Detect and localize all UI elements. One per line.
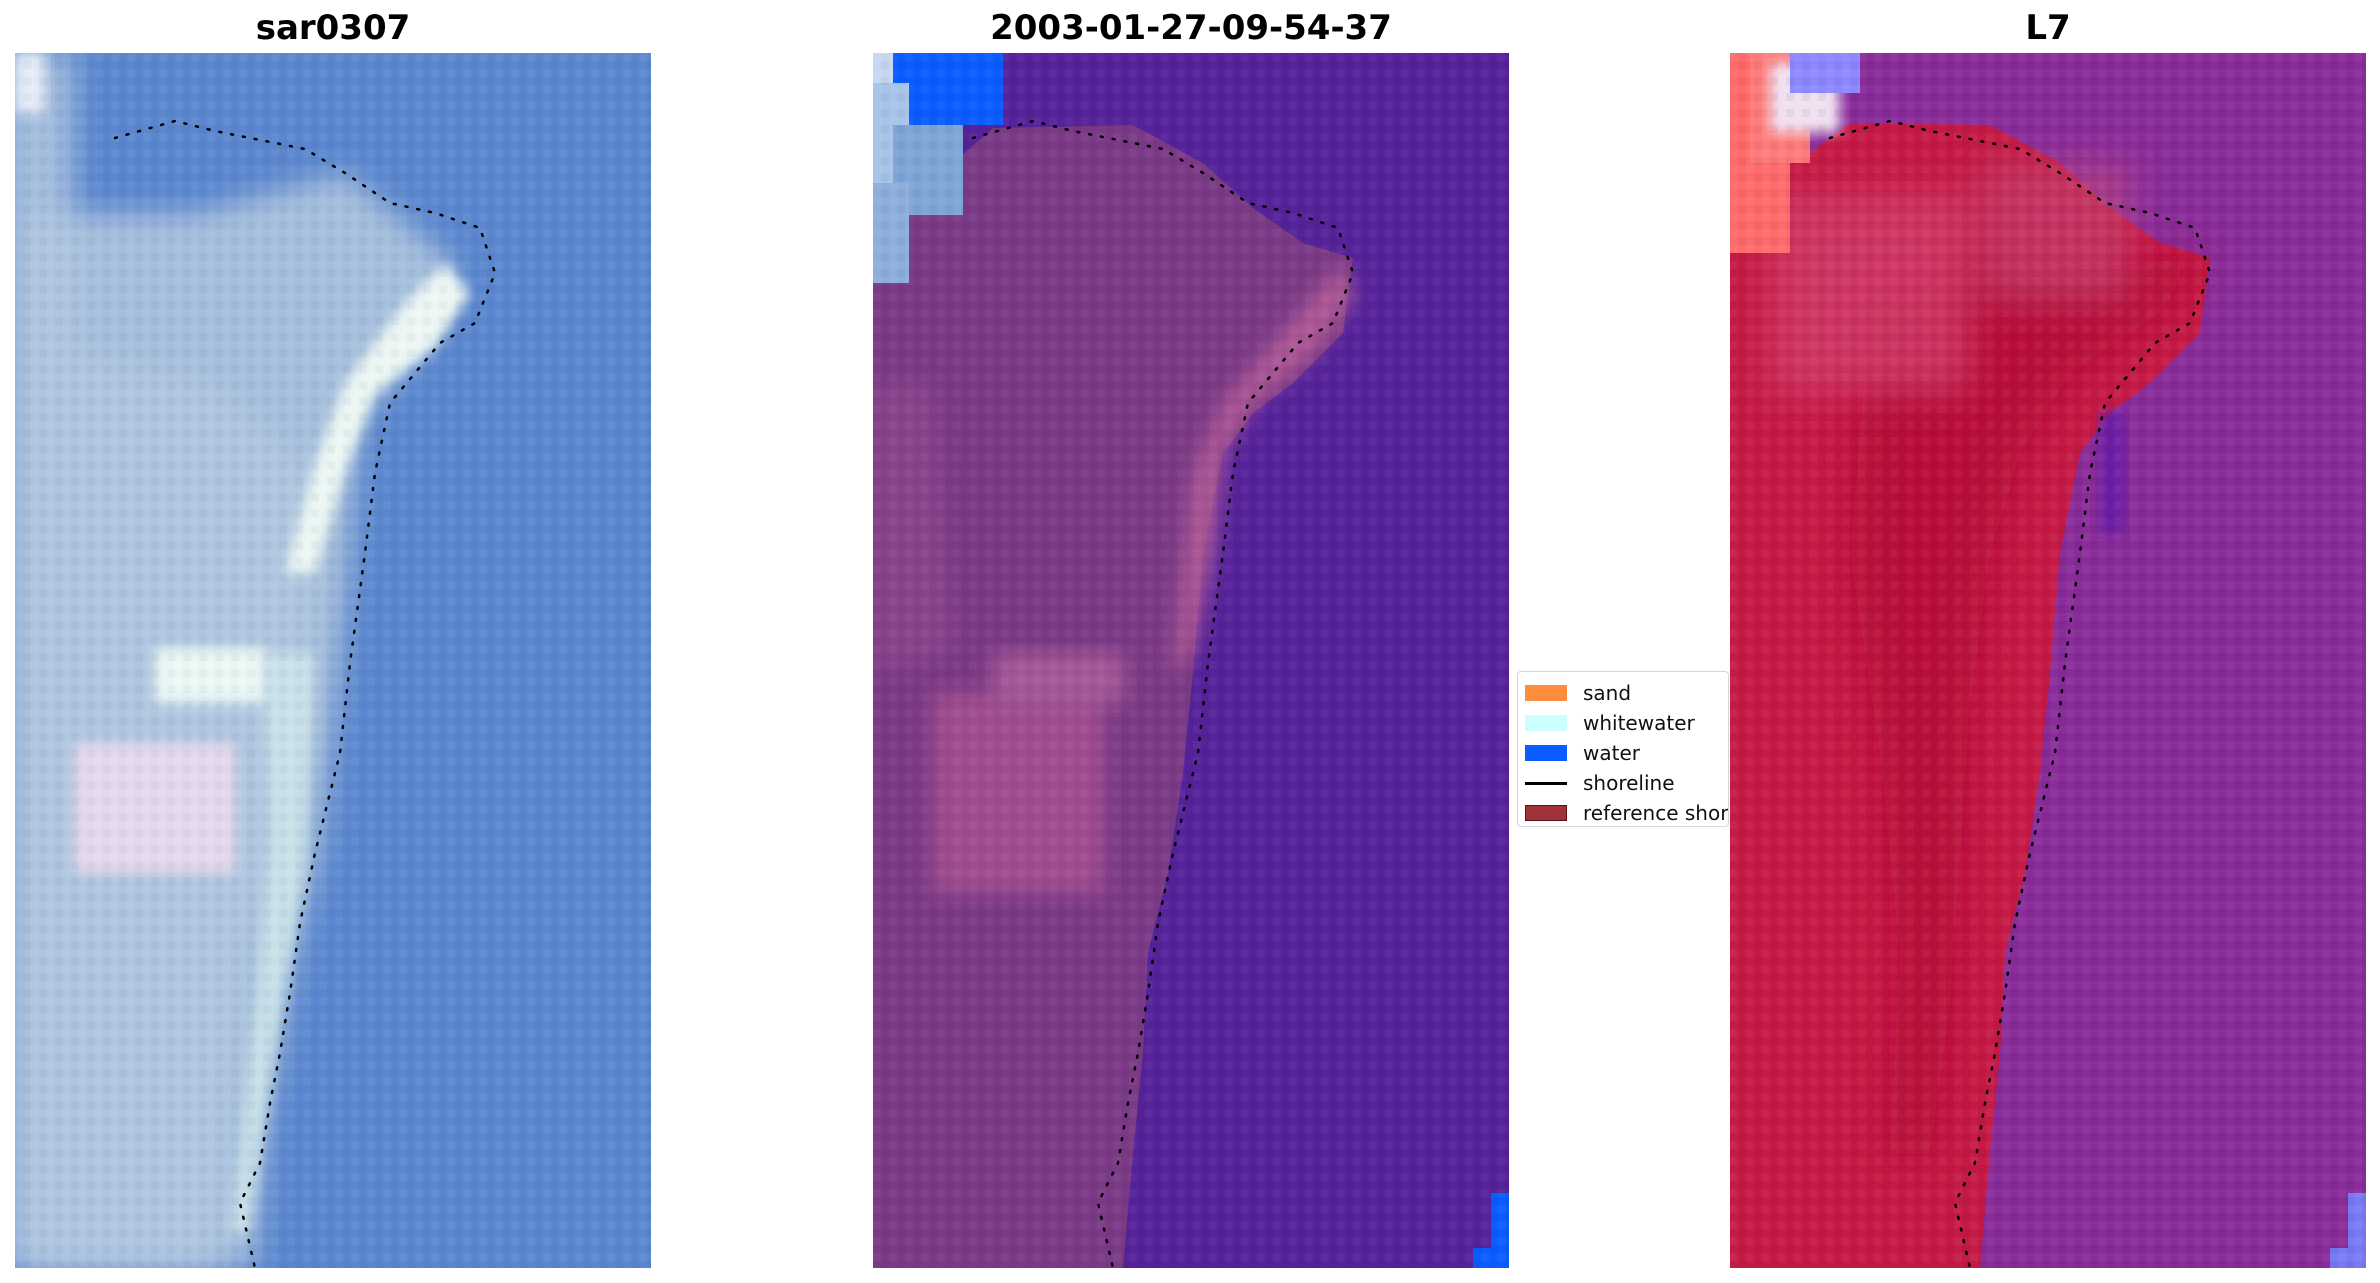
shoreline-line xyxy=(113,119,497,1268)
rgb-image-panel xyxy=(15,53,651,1268)
legend-label: reference shoreline xyxy=(1583,801,1728,825)
legend-label: shoreline xyxy=(1583,771,1675,795)
panel-title-satellite: L7 xyxy=(2025,8,2071,48)
panel-title-rgb: sar0307 xyxy=(255,8,411,48)
classified-image-panel xyxy=(873,53,1509,1268)
classified-image xyxy=(873,53,1509,1268)
rgb-image xyxy=(15,53,651,1268)
legend-item-whitewater: whitewater xyxy=(1525,711,1695,735)
shoreline-line xyxy=(1828,119,2212,1268)
legend-item-water: water xyxy=(1525,741,1640,765)
legend-label: whitewater xyxy=(1583,711,1695,735)
legend-label: water xyxy=(1583,741,1640,765)
legend: sand whitewater water shoreline referenc… xyxy=(1517,671,1729,827)
legend-item-sand: sand xyxy=(1525,681,1631,705)
panel-title-date: 2003-01-27-09-54-37 xyxy=(990,8,1392,48)
legend-label: sand xyxy=(1583,681,1632,705)
water-swatch xyxy=(1525,745,1567,761)
legend-item-shoreline: shoreline xyxy=(1525,771,1675,795)
shoreline-swatch xyxy=(1525,781,1567,785)
whitewater-swatch xyxy=(1525,715,1567,731)
legend-item-reference-shoreline: reference shoreline xyxy=(1525,801,1728,825)
reference-shoreline-swatch xyxy=(1525,805,1567,821)
shoreline-line xyxy=(971,119,1355,1268)
sand-swatch xyxy=(1525,685,1567,701)
index-image xyxy=(1730,53,2366,1268)
index-image-panel xyxy=(1730,53,2366,1268)
